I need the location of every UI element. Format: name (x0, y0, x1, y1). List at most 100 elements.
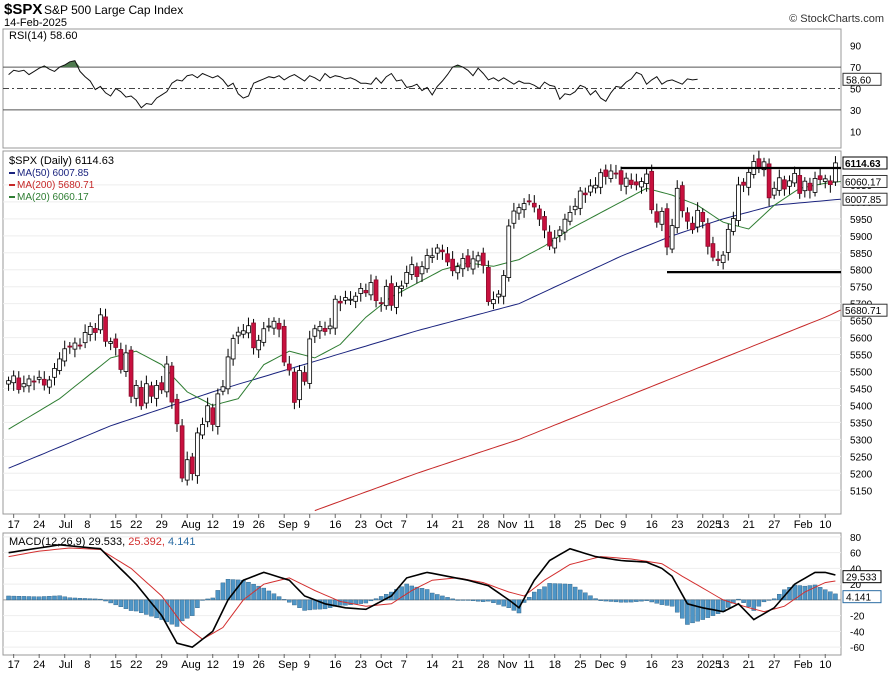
price-candle (776, 169, 782, 196)
price-candle (705, 218, 711, 255)
macd-histogram-bar (496, 599, 501, 605)
candle-body (414, 266, 420, 277)
price-x-axis-tick-label: 26 (253, 519, 265, 531)
candle-body (57, 358, 62, 371)
macd-histogram-bar (16, 596, 22, 601)
price-candle (358, 282, 364, 302)
macd-histogram-bar (292, 599, 297, 606)
price-candle (261, 321, 267, 347)
price-x-axis-tick-label: 16 (329, 519, 341, 531)
candle-body (690, 222, 695, 231)
macd-histogram-bar (695, 599, 700, 622)
candle-body (225, 356, 231, 390)
candle-body (450, 258, 455, 272)
candle-body (92, 328, 98, 333)
price-candle (480, 247, 486, 274)
macd-histogram-bar (184, 599, 190, 619)
macd-histogram-bar (123, 599, 129, 609)
candle-body (644, 173, 649, 184)
candle-body (138, 387, 144, 407)
price-candle (144, 375, 149, 409)
candle-body (674, 187, 680, 229)
macd-histogram-bar (6, 595, 11, 601)
rsi-tick-label: 50 (850, 85, 862, 96)
candle-body (389, 283, 394, 306)
price-x-axis-tick-label: Feb (794, 519, 813, 531)
macd-histogram-bar (200, 599, 205, 601)
candle-body (817, 175, 823, 180)
price-candle (72, 337, 78, 358)
price-candle (695, 202, 700, 233)
price-candle (292, 368, 297, 410)
price-candle (628, 173, 634, 189)
macd-x-axis-tick-label: 24 (33, 659, 45, 671)
candle-body (787, 180, 792, 187)
price-tick-label: 5800 (850, 266, 873, 277)
macd-tick-label: 20 (850, 580, 862, 591)
candle-body (460, 258, 466, 270)
macd-histogram-bar (230, 579, 236, 601)
macd-tick-label: 80 (850, 533, 862, 544)
macd-value-box (842, 570, 882, 584)
price-candle (608, 164, 614, 183)
macd-x-axis-tick-label: Oct (375, 659, 392, 671)
macd-x-axis-tick-label: 26 (253, 659, 265, 671)
price-value-box (842, 192, 888, 206)
candle-body (700, 212, 706, 222)
macd-histogram-bar (256, 585, 261, 601)
candle-body (62, 348, 68, 362)
macd-histogram-bar (771, 598, 777, 601)
rsi-title: RSI(14) 58.60 (9, 30, 77, 42)
price-candle (771, 181, 777, 200)
candle-body (251, 322, 256, 349)
macd-x-axis-tick-label: 2025 (697, 659, 721, 671)
candle-body (72, 342, 78, 350)
price-candle (434, 243, 440, 260)
macd-x-axis-tick-label: 17 (8, 659, 20, 671)
price-candle (225, 348, 231, 395)
macd-histogram-bar (501, 599, 506, 607)
macd-histogram-bar (593, 598, 598, 601)
macd-histogram-bar (409, 585, 415, 601)
candle-body (179, 425, 185, 479)
candle-body (608, 170, 614, 179)
macd-histogram-bar (414, 586, 420, 601)
macd-histogram-bar (552, 583, 557, 601)
candle-body (128, 349, 134, 397)
macd-histogram-bar (373, 598, 379, 601)
price-x-axis-tick-label: 21 (452, 519, 464, 531)
price-x-axis-tick-label: Oct (375, 519, 392, 531)
rsi-panel-frame (2, 28, 842, 149)
price-candle (664, 203, 670, 256)
candle-body (572, 205, 578, 211)
macd-histogram-bar (57, 595, 62, 601)
macd-x-axis-tick-label: 22 (130, 659, 142, 671)
price-candle (501, 270, 507, 305)
price-candle (429, 247, 435, 263)
macd-histogram-bar (87, 598, 93, 601)
macd-histogram-bar (72, 597, 78, 601)
price-candle (455, 262, 461, 280)
macd-value-label: 29.533 (846, 573, 877, 584)
price-candle (782, 175, 787, 196)
price-candle (572, 198, 578, 216)
macd-histogram-bar (220, 582, 226, 601)
macd-x-axis-tick-label: 7 (401, 659, 407, 671)
candle-body (82, 332, 88, 344)
macd-histogram-bar (603, 599, 608, 602)
candle-body (297, 370, 302, 401)
candle-body (828, 180, 833, 185)
macd-histogram-bar (246, 581, 251, 601)
macd-x-axis-tick-label: Nov (498, 659, 518, 671)
price-candle (195, 427, 200, 484)
price-candle (736, 176, 741, 226)
price-tick-label: 5550 (850, 351, 873, 362)
candle-body (516, 207, 522, 214)
price-candle (179, 419, 185, 483)
price-tick-label: 5750 (850, 283, 873, 294)
macd-histogram-bar (378, 596, 384, 601)
candle-body (634, 181, 639, 186)
candle-body (669, 225, 675, 250)
candle-body (327, 325, 333, 330)
macd-x-axis-tick-label: Feb (794, 659, 813, 671)
